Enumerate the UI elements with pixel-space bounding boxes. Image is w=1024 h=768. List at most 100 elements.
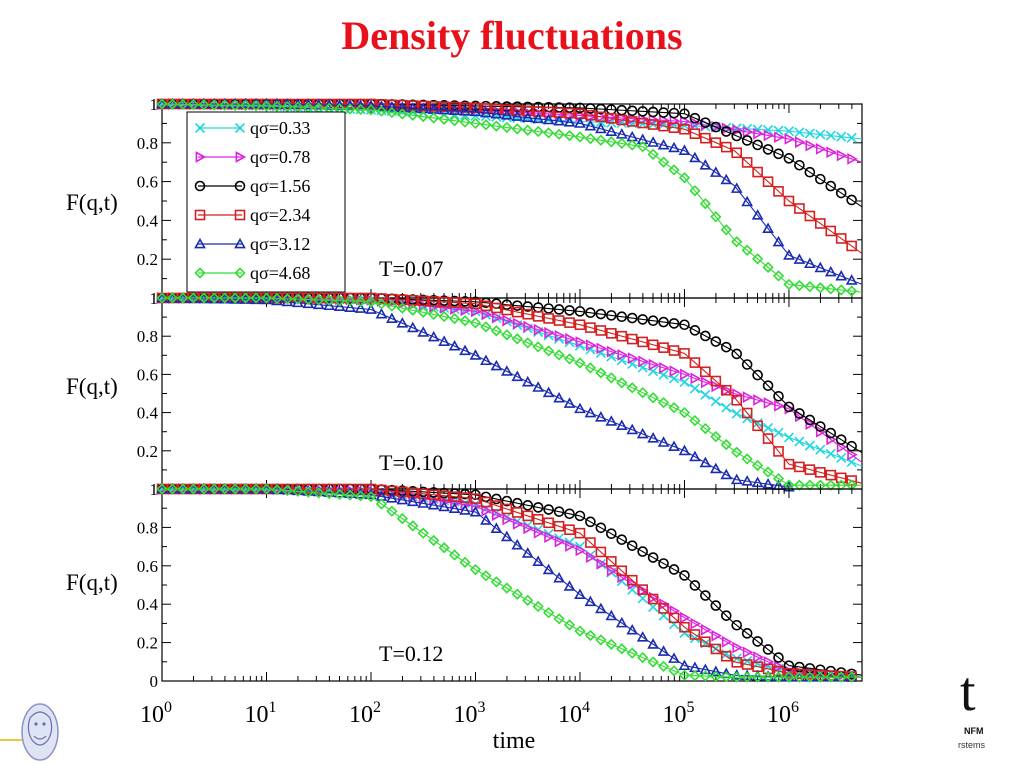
data-point <box>553 114 565 126</box>
data-point <box>762 380 774 391</box>
data-point <box>835 434 847 445</box>
data-point <box>584 406 597 418</box>
data-point <box>659 362 670 374</box>
data-point <box>584 595 597 607</box>
data-point <box>836 149 848 162</box>
data-point <box>793 479 806 491</box>
data-point <box>751 476 764 488</box>
data-point <box>699 422 711 435</box>
data-point <box>678 669 691 681</box>
data-point <box>595 111 607 123</box>
data-point <box>668 619 680 630</box>
data-point <box>490 522 503 533</box>
data-point <box>511 300 523 311</box>
data-point <box>741 244 753 256</box>
data-point <box>417 100 429 112</box>
data-point <box>234 267 246 279</box>
data-point <box>825 448 836 459</box>
data-point <box>825 180 837 192</box>
data-point <box>689 151 701 163</box>
data-point <box>365 296 377 308</box>
data-point <box>815 669 826 681</box>
data-point <box>396 317 409 328</box>
data-point <box>763 129 775 142</box>
data-point <box>668 440 680 451</box>
data-point <box>680 115 691 128</box>
data-point <box>626 540 638 551</box>
data-point <box>721 384 733 397</box>
series-line <box>162 103 863 254</box>
data-point <box>731 236 743 248</box>
data-point <box>260 292 273 304</box>
data-point <box>741 359 753 370</box>
data-point <box>689 128 701 139</box>
data-point <box>636 427 649 439</box>
data-point <box>615 419 628 430</box>
data-point <box>731 671 743 683</box>
data-point <box>532 381 545 392</box>
data-point <box>605 372 617 384</box>
data-point <box>553 571 565 583</box>
data-point <box>459 102 471 113</box>
data-point <box>638 584 649 597</box>
data-point <box>574 319 586 331</box>
data-point <box>574 588 586 599</box>
data-point <box>690 117 702 130</box>
data-point <box>376 484 387 496</box>
data-point <box>522 594 534 606</box>
data-point <box>198 292 210 304</box>
data-point <box>396 101 409 113</box>
data-point <box>553 128 565 140</box>
y-tick-label: 0.2 <box>137 250 158 269</box>
data-point <box>522 337 534 349</box>
data-point <box>490 576 503 588</box>
data-point <box>239 483 252 495</box>
data-point <box>637 387 649 399</box>
data-point <box>721 635 733 648</box>
data-point <box>480 321 492 333</box>
data-point <box>825 283 837 295</box>
data-point <box>637 651 649 664</box>
data-point <box>658 603 669 614</box>
data-point <box>459 315 471 327</box>
data-point <box>334 295 346 307</box>
data-point <box>521 111 534 122</box>
data-point <box>428 101 439 112</box>
data-point <box>470 493 481 504</box>
data-point <box>156 292 168 304</box>
data-point <box>522 500 534 511</box>
data-point <box>668 402 680 414</box>
data-point <box>616 114 628 126</box>
data-point <box>490 359 503 371</box>
data-point <box>711 380 722 393</box>
plot-frame <box>161 297 863 490</box>
data-point <box>542 127 555 139</box>
data-point <box>826 146 837 159</box>
data-point <box>772 472 785 485</box>
data-point <box>657 660 670 673</box>
y-axis-label: F(q,t) <box>66 570 118 595</box>
y-tick-label: 0.6 <box>137 173 158 192</box>
data-point <box>480 496 492 508</box>
data-point <box>195 151 207 163</box>
data-point <box>605 125 618 136</box>
data-point <box>720 384 732 396</box>
data-point <box>679 123 690 135</box>
data-point <box>543 303 554 314</box>
data-point <box>647 638 659 649</box>
data-point <box>564 524 575 536</box>
data-point <box>814 261 827 273</box>
data-point <box>689 629 701 640</box>
data-point <box>522 124 534 136</box>
data-point <box>553 304 565 315</box>
data-point <box>386 312 398 324</box>
data-point <box>720 610 732 621</box>
data-point <box>574 357 586 369</box>
data-point <box>500 365 513 376</box>
logo-glyph: t <box>960 661 976 723</box>
legend-item: qσ=1.56 <box>194 176 310 196</box>
data-point <box>699 456 712 468</box>
data-point <box>448 502 461 513</box>
data-point <box>742 126 754 138</box>
legend-item: qσ=4.68 <box>194 263 310 283</box>
